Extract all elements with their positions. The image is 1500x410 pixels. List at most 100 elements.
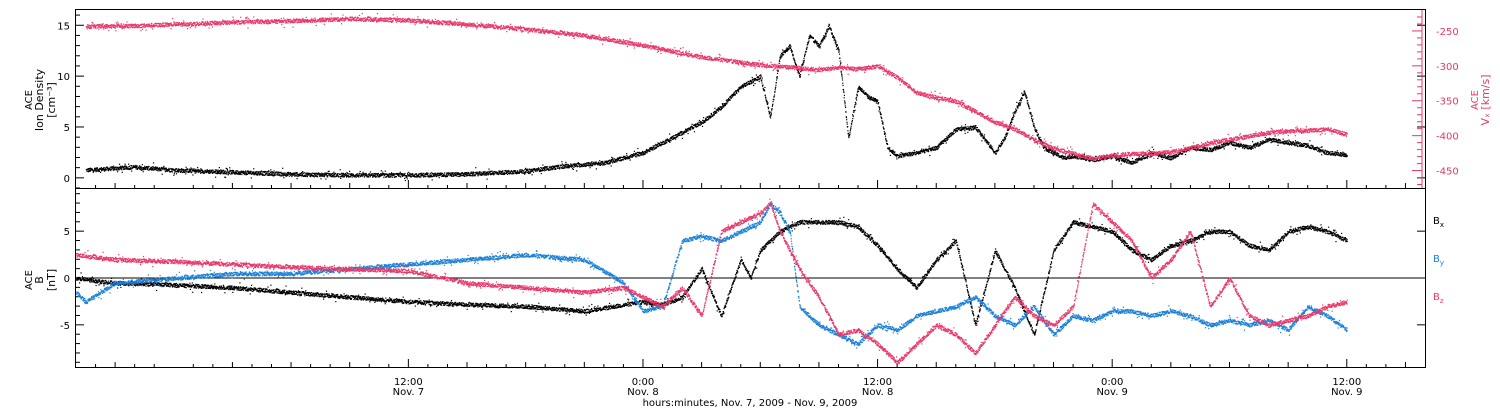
data-point — [702, 119, 704, 122]
data-point — [698, 119, 700, 122]
data-point — [820, 42, 822, 44]
data-point — [408, 175, 410, 177]
data-point — [1119, 159, 1121, 161]
data-point — [108, 170, 110, 172]
data-point — [1217, 145, 1219, 147]
data-point — [1136, 161, 1138, 163]
data-point — [626, 154, 628, 157]
data-point — [633, 150, 635, 152]
data-point — [161, 169, 163, 171]
data-point — [622, 157, 624, 159]
data-point — [165, 167, 167, 169]
data-point — [1148, 149, 1150, 151]
data-point — [716, 112, 718, 114]
data-point — [770, 111, 772, 113]
data-point — [669, 141, 671, 143]
data-point — [644, 153, 646, 155]
data-point — [983, 134, 986, 136]
data-point — [180, 168, 182, 170]
data-point — [289, 173, 291, 175]
data-point — [238, 171, 240, 173]
data-point — [457, 172, 459, 174]
data-point — [164, 171, 166, 173]
data-point — [616, 161, 618, 163]
data-point — [116, 168, 118, 170]
data-point — [680, 134, 682, 136]
data-point — [1013, 115, 1015, 117]
data-point — [168, 167, 170, 169]
data-point — [807, 41, 810, 43]
data-point — [220, 173, 222, 175]
data-point — [359, 173, 361, 175]
data-point — [235, 173, 237, 175]
data-point — [967, 125, 969, 128]
data-point — [204, 172, 206, 174]
data-point — [197, 169, 200, 171]
data-point — [282, 167, 284, 169]
data-point — [171, 169, 173, 171]
data-point — [1036, 129, 1038, 131]
data-point — [329, 173, 331, 175]
data-point — [96, 170, 98, 172]
data-point — [220, 171, 222, 173]
data-point — [200, 168, 202, 170]
data-point — [453, 175, 455, 177]
data-point — [352, 173, 354, 175]
data-point — [240, 171, 242, 173]
data-point — [310, 176, 312, 178]
data-point — [511, 170, 513, 172]
data-point — [450, 172, 452, 174]
data-point — [675, 138, 677, 140]
data-point — [275, 172, 277, 174]
data-point — [1062, 155, 1064, 157]
data-point — [283, 173, 285, 175]
data-point — [473, 173, 475, 175]
data-point — [710, 115, 712, 117]
data-point — [100, 168, 102, 170]
data-point — [311, 174, 313, 176]
data-point — [215, 172, 217, 174]
data-point — [695, 124, 697, 126]
data-point — [114, 168, 116, 170]
data-point — [280, 175, 282, 177]
data-point — [300, 175, 303, 177]
data-point — [362, 174, 364, 176]
data-point — [1037, 133, 1039, 135]
data-point — [140, 166, 142, 168]
data-point — [178, 168, 180, 170]
data-point — [975, 126, 977, 129]
data-point — [1036, 131, 1038, 133]
data-point — [194, 169, 196, 172]
data-point — [278, 174, 280, 176]
data-point — [419, 176, 421, 178]
data-point — [408, 171, 410, 173]
data-point — [1151, 146, 1153, 148]
data-point — [775, 86, 777, 88]
data-point — [807, 43, 809, 45]
data-point — [681, 137, 684, 139]
data-point — [538, 168, 540, 170]
data-point — [178, 170, 180, 172]
data-point — [182, 171, 184, 174]
data-point — [294, 175, 296, 177]
data-point — [438, 175, 440, 177]
data-point — [764, 94, 766, 96]
data-point — [101, 168, 103, 170]
data-point — [430, 175, 432, 178]
data-point — [576, 170, 578, 172]
data-point — [406, 175, 408, 177]
data-point — [120, 167, 122, 169]
data-point — [219, 173, 221, 175]
data-point — [670, 139, 672, 142]
data-point — [276, 171, 278, 173]
data-point — [310, 174, 312, 177]
data-point — [247, 172, 250, 174]
data-point — [173, 169, 175, 171]
data-point — [1213, 149, 1215, 151]
data-point — [438, 172, 440, 175]
data-point — [211, 171, 213, 173]
data-point — [345, 174, 347, 176]
data-point — [258, 171, 261, 173]
data-point — [981, 133, 983, 135]
data-point — [193, 170, 196, 172]
